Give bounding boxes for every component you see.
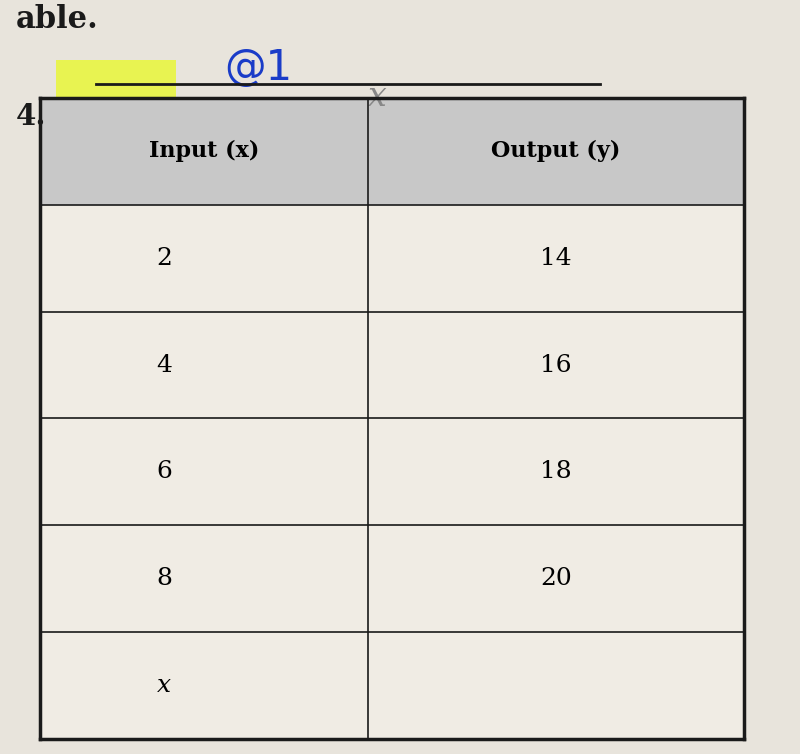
Text: 4.: 4.: [16, 103, 46, 131]
Text: 18: 18: [540, 461, 572, 483]
Text: x: x: [368, 81, 387, 112]
Bar: [40, 418, 744, 526]
Text: 20: 20: [540, 567, 572, 590]
Text: 4: 4: [156, 354, 172, 376]
Text: Input (x): Input (x): [149, 140, 259, 162]
Text: 8: 8: [156, 567, 172, 590]
Text: able.: able.: [16, 4, 98, 35]
Text: 14: 14: [540, 247, 572, 270]
Bar: [56, 60, 176, 151]
Text: 16: 16: [540, 354, 572, 376]
Bar: [40, 98, 744, 205]
Text: x: x: [157, 674, 171, 697]
Bar: [40, 526, 744, 632]
Text: 6: 6: [156, 461, 172, 483]
Bar: [40, 205, 744, 311]
Text: @1: @1: [224, 47, 292, 89]
Bar: [40, 311, 744, 418]
Text: 2: 2: [156, 247, 172, 270]
Bar: [40, 632, 744, 739]
Text: Output (y): Output (y): [491, 140, 621, 162]
